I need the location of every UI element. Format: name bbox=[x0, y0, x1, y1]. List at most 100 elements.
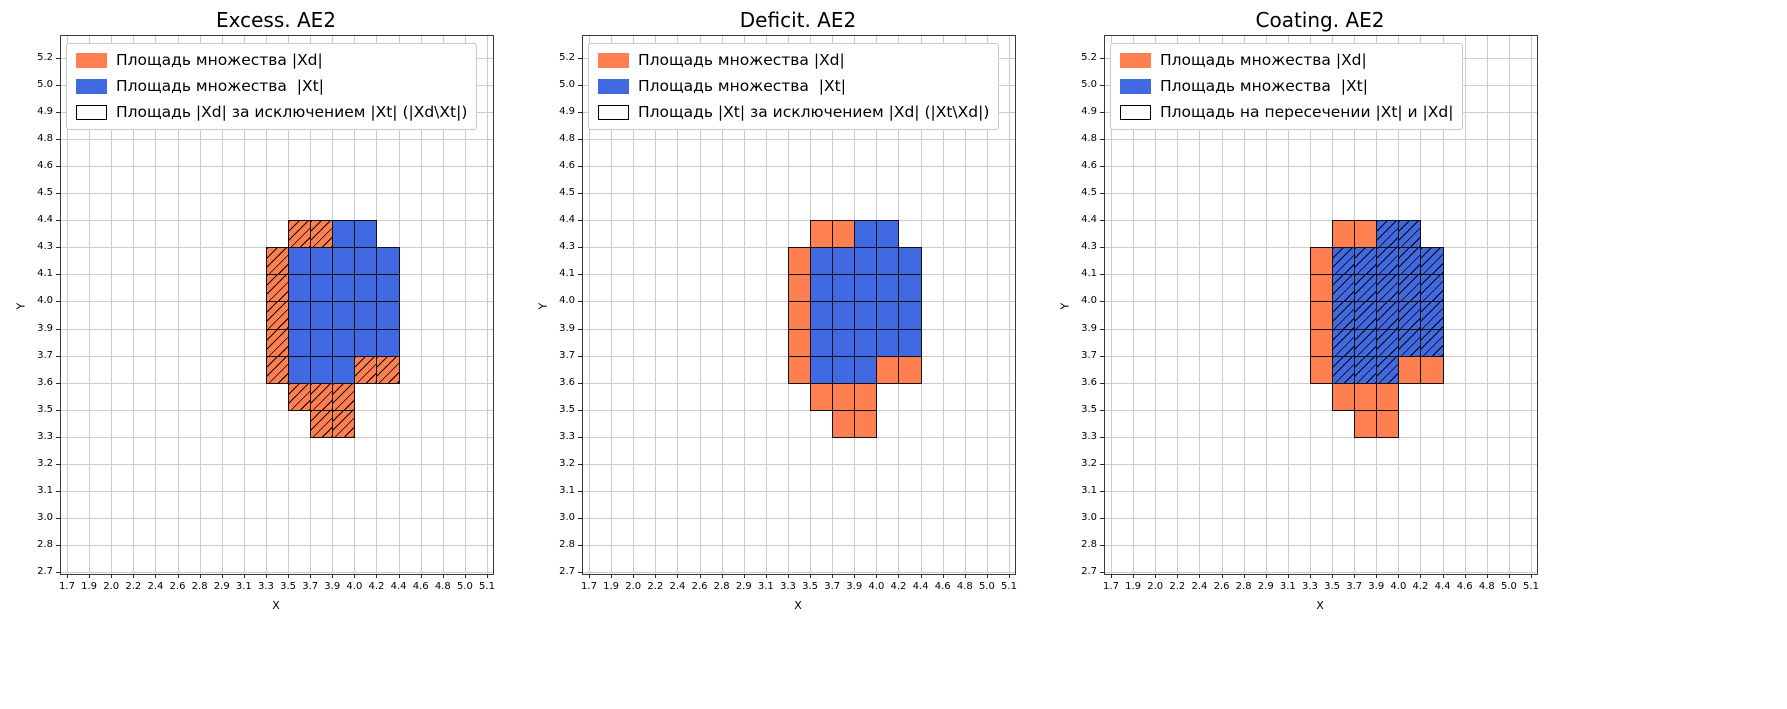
grid-cell bbox=[810, 355, 834, 384]
gridline-horizontal bbox=[1105, 544, 1537, 546]
gridline-vertical bbox=[589, 36, 590, 574]
grid-cell bbox=[288, 301, 312, 330]
x-tick-mark bbox=[243, 574, 245, 578]
legend-label: Площадь |Xt| за исключением |Xd| (|Xt\Xd… bbox=[638, 103, 990, 121]
y-tick-label: 4.9 bbox=[37, 106, 53, 118]
subplot-coating: Coating. AE2 1.7 1.9 2.0 2.2 2.4 2.6 2.8 2.9 3.1… bbox=[1059, 0, 1539, 709]
y-tick-mark bbox=[1100, 85, 1105, 87]
grid-cell bbox=[1420, 355, 1444, 384]
grid-cell-hatched bbox=[265, 247, 290, 276]
grid-cell bbox=[832, 301, 856, 330]
x-tick-label: 2.6 bbox=[1213, 581, 1230, 592]
gridline-horizontal bbox=[583, 139, 1015, 141]
gridline-vertical bbox=[633, 36, 635, 574]
y-tick-label: 3.0 bbox=[37, 511, 53, 523]
y-tick-label: 5.2 bbox=[559, 52, 575, 63]
x-tick-mark bbox=[354, 574, 356, 578]
grid-cell bbox=[1309, 247, 1334, 276]
y-tick-label: 4.4 bbox=[37, 214, 53, 226]
legend-label: Площадь |Xd| за исключением |Xt| (|Xd\Xt… bbox=[116, 103, 468, 121]
legend-row: Площадь множества |Xt| bbox=[598, 76, 989, 96]
y-tick-mark bbox=[1100, 58, 1105, 59]
x-tick-mark bbox=[986, 574, 988, 578]
y-tick-mark bbox=[1100, 166, 1105, 168]
y-tick-label: 4.6 bbox=[559, 160, 575, 172]
grid-cell bbox=[354, 274, 378, 303]
gridline-horizontal bbox=[583, 572, 1015, 573]
x-tick-label: 3.9 bbox=[324, 581, 341, 592]
grid-cell bbox=[332, 301, 356, 330]
grid-cell bbox=[1309, 301, 1334, 330]
x-tick-mark bbox=[420, 574, 422, 578]
x-tick-label: 2.8 bbox=[191, 581, 208, 592]
x-tick-label: 4.2 bbox=[890, 581, 907, 592]
x-tick-label: 4.4 bbox=[1434, 581, 1451, 592]
x-tick-mark bbox=[376, 574, 378, 578]
grid-cell-hatched bbox=[1376, 355, 1400, 384]
y-tick-label: 5.2 bbox=[1081, 52, 1097, 63]
y-tick-label: 3.5 bbox=[559, 403, 575, 415]
gridline-horizontal bbox=[61, 463, 493, 465]
y-tick-label: 2.7 bbox=[1081, 566, 1097, 577]
legend-row: Площадь на пересечении |Xt| и |Xd| bbox=[1120, 102, 1453, 122]
legend-swatch-blue bbox=[598, 78, 629, 94]
y-tick-label: 2.7 bbox=[37, 566, 53, 577]
legend-row: Площадь множества |Xd| bbox=[1120, 50, 1453, 70]
x-tick-mark bbox=[1442, 574, 1444, 578]
grid-cell bbox=[876, 247, 900, 276]
legend-label: Площадь множества |Xd| bbox=[116, 51, 323, 69]
y-tick-mark bbox=[56, 328, 61, 330]
x-tick-label: 4.6 bbox=[934, 581, 951, 592]
grid-cell bbox=[288, 355, 312, 384]
y-tick-label: 3.6 bbox=[37, 376, 53, 388]
grid-cell bbox=[310, 247, 334, 276]
x-tick-mark bbox=[765, 574, 767, 578]
x-tick-label: 4.0 bbox=[868, 581, 885, 592]
x-tick-label: 1.7 bbox=[59, 581, 75, 592]
grid-cell bbox=[288, 328, 312, 357]
grid-cell bbox=[787, 355, 812, 384]
plot-area-coating: 1.7 1.9 2.0 2.2 2.4 2.6 2.8 2.9 3.1 3.3 3.5 3.7 3.9 4… bbox=[1081, 35, 1539, 592]
x-tick-mark bbox=[589, 574, 590, 578]
grid-cell bbox=[876, 220, 900, 249]
x-tick-mark bbox=[332, 574, 334, 578]
grid-cell-hatched bbox=[1398, 247, 1422, 276]
x-tick-mark bbox=[876, 574, 878, 578]
y-tick-label: 4.4 bbox=[559, 214, 575, 226]
x-tick-label: 3.1 bbox=[1279, 581, 1296, 592]
x-tick-mark bbox=[964, 574, 966, 578]
grid-cell-hatched bbox=[1420, 328, 1444, 357]
grid-cell-hatched bbox=[265, 328, 290, 357]
grid-cell bbox=[1354, 220, 1378, 249]
x-tick-mark bbox=[810, 574, 812, 578]
grid-cell-hatched bbox=[1354, 274, 1378, 303]
y-tick-label: 5.0 bbox=[1081, 79, 1097, 91]
y-tick-label: 4.9 bbox=[1081, 106, 1097, 118]
y-tick-mark bbox=[578, 463, 583, 465]
y-tick-mark bbox=[56, 139, 61, 141]
grid-cell bbox=[854, 382, 878, 411]
legend-swatch-orange bbox=[598, 52, 629, 68]
grid-cell bbox=[854, 301, 878, 330]
y-tick-mark bbox=[578, 166, 583, 168]
x-tick-label: 3.5 bbox=[280, 581, 296, 592]
grid-cell-hatched bbox=[310, 409, 334, 438]
grid-cell bbox=[854, 220, 878, 249]
grid-cell bbox=[810, 382, 834, 411]
grid-cell bbox=[288, 247, 312, 276]
y-tick-label: 4.5 bbox=[37, 187, 53, 199]
grid-cell bbox=[876, 328, 900, 357]
grid-cell bbox=[376, 274, 400, 303]
grid-cell bbox=[898, 274, 922, 303]
gridline-horizontal bbox=[61, 409, 493, 411]
plot-title: Excess. AE2 bbox=[215, 8, 337, 32]
grid-cell-hatched bbox=[332, 409, 356, 438]
plot-title: Coating. AE2 bbox=[1255, 8, 1385, 32]
x-tick-mark bbox=[1177, 574, 1179, 578]
x-tick-label: 2.2 bbox=[1169, 581, 1186, 592]
y-tick-label: 3.1 bbox=[559, 484, 575, 496]
grid-cell-hatched bbox=[1376, 274, 1400, 303]
y-tick-label: 3.0 bbox=[1081, 511, 1097, 523]
gridline-horizontal bbox=[583, 220, 1015, 222]
y-tick-mark bbox=[578, 517, 583, 519]
